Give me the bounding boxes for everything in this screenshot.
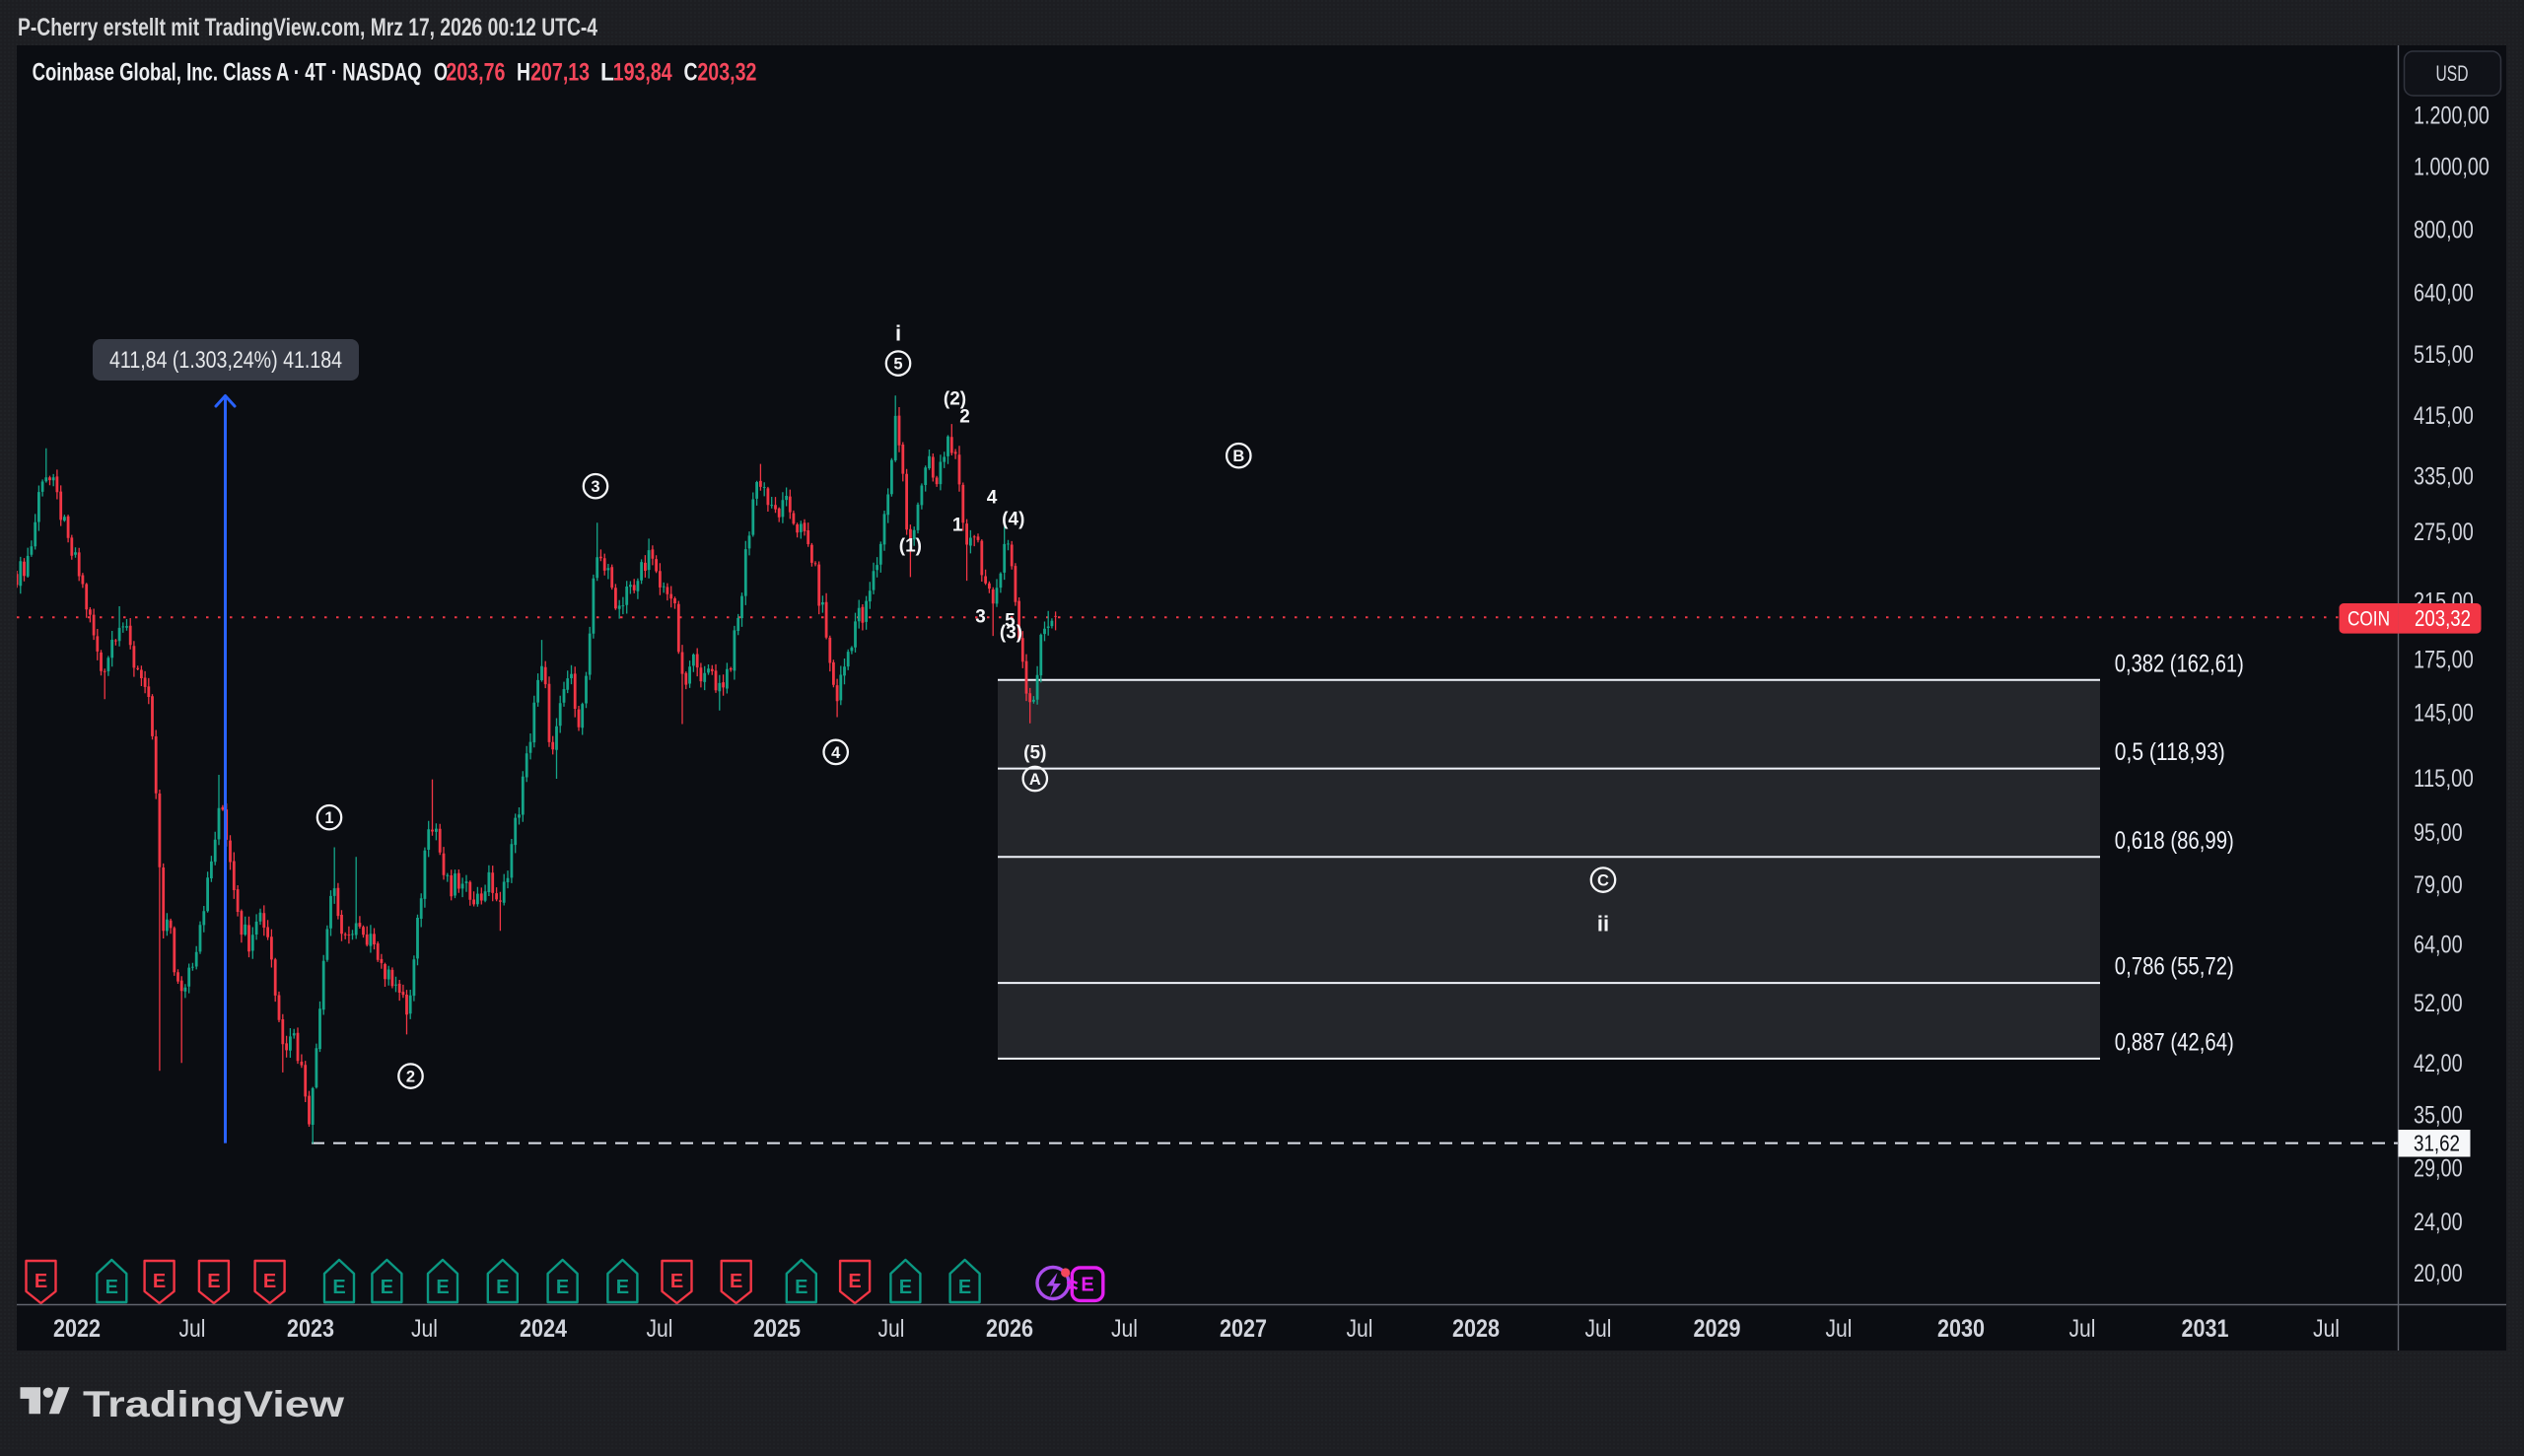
svg-text:24,00: 24,00: [2414, 1209, 2463, 1236]
svg-text:203,32: 203,32: [2415, 605, 2471, 631]
svg-text:E: E: [153, 1271, 166, 1292]
svg-text:(4): (4): [1002, 510, 1024, 530]
svg-text:415,00: 415,00: [2414, 402, 2474, 430]
svg-text:275,00: 275,00: [2414, 519, 2474, 546]
svg-text:P-Cherry erstellt mit TradingV: P-Cherry erstellt mit TradingView.com, M…: [18, 14, 597, 41]
svg-text:ii: ii: [1597, 912, 1609, 936]
svg-text:A: A: [1029, 771, 1041, 789]
svg-text:2028: 2028: [1452, 1315, 1500, 1343]
svg-text:2027: 2027: [1220, 1315, 1267, 1343]
svg-text:Coinbase Global, Inc. Class A: Coinbase Global, Inc. Class A · 4T · NAS…: [33, 59, 422, 87]
svg-text:Jul: Jul: [878, 1315, 905, 1343]
svg-text:COIN: COIN: [2348, 608, 2390, 631]
svg-text:2: 2: [406, 1069, 415, 1086]
svg-text:E: E: [263, 1271, 276, 1292]
svg-text:193,84: 193,84: [613, 59, 672, 87]
svg-text:Jul: Jul: [2313, 1315, 2340, 1343]
svg-text:79,00: 79,00: [2414, 871, 2463, 899]
svg-text:Jul: Jul: [647, 1315, 673, 1343]
svg-text:E: E: [616, 1277, 629, 1298]
svg-text:145,00: 145,00: [2414, 700, 2474, 728]
svg-text:(1): (1): [899, 536, 922, 557]
svg-text:E: E: [1081, 1275, 1093, 1296]
svg-text:64,00: 64,00: [2414, 931, 2463, 958]
svg-text:E: E: [848, 1271, 861, 1292]
svg-text:2031: 2031: [2182, 1315, 2229, 1343]
svg-text:Jul: Jul: [1347, 1315, 1373, 1343]
svg-text:H: H: [517, 59, 530, 87]
svg-text:52,00: 52,00: [2414, 990, 2463, 1017]
svg-text:O: O: [434, 59, 448, 87]
svg-text:E: E: [670, 1271, 683, 1292]
svg-text:2025: 2025: [753, 1315, 801, 1343]
svg-text:2030: 2030: [1937, 1315, 1985, 1343]
svg-text:0,887 (42,64): 0,887 (42,64): [2115, 1028, 2234, 1056]
svg-text:115,00: 115,00: [2414, 765, 2474, 793]
svg-text:TradingView: TradingView: [83, 1384, 344, 1424]
svg-text:E: E: [207, 1271, 220, 1292]
svg-text:2026: 2026: [986, 1315, 1033, 1343]
svg-text:2024: 2024: [520, 1315, 567, 1343]
svg-text:175,00: 175,00: [2414, 647, 2474, 674]
svg-text:E: E: [381, 1277, 393, 1298]
svg-text:1.000,00: 1.000,00: [2414, 154, 2489, 181]
svg-text:31,62: 31,62: [2414, 1131, 2460, 1156]
svg-text:Jul: Jul: [1826, 1315, 1853, 1343]
svg-text:640,00: 640,00: [2414, 280, 2474, 308]
svg-text:515,00: 515,00: [2414, 341, 2474, 369]
svg-text:Jul: Jul: [2069, 1315, 2096, 1343]
svg-text:0,786 (55,72): 0,786 (55,72): [2115, 953, 2234, 981]
svg-text:(3): (3): [1000, 623, 1022, 644]
svg-text:5: 5: [893, 356, 902, 374]
svg-text:(5): (5): [1023, 743, 1046, 764]
svg-text:3: 3: [591, 478, 599, 496]
svg-text:E: E: [958, 1277, 971, 1298]
svg-text:USD: USD: [2436, 61, 2469, 86]
svg-text:335,00: 335,00: [2414, 462, 2474, 490]
svg-text:1: 1: [952, 516, 963, 536]
svg-text:3: 3: [975, 607, 986, 628]
svg-text:0,5 (118,93): 0,5 (118,93): [2115, 738, 2225, 766]
svg-text:203,32: 203,32: [697, 59, 756, 87]
svg-text:Jul: Jul: [179, 1315, 206, 1343]
svg-text:2023: 2023: [287, 1315, 334, 1343]
svg-text:4: 4: [831, 744, 841, 762]
svg-text:C: C: [684, 59, 698, 87]
svg-text:Jul: Jul: [411, 1315, 438, 1343]
svg-text:1: 1: [324, 809, 333, 827]
svg-text:800,00: 800,00: [2414, 217, 2474, 244]
svg-text:35,00: 35,00: [2414, 1102, 2463, 1130]
svg-text:E: E: [899, 1277, 912, 1298]
svg-text:0,382 (162,61): 0,382 (162,61): [2115, 650, 2244, 677]
svg-text:411,84 (1.303,24%) 41.184: 411,84 (1.303,24%) 41.184: [109, 347, 342, 374]
svg-text:95,00: 95,00: [2414, 819, 2463, 847]
svg-text:i: i: [895, 321, 901, 346]
svg-text:E: E: [795, 1277, 807, 1298]
svg-text:20,00: 20,00: [2414, 1260, 2463, 1287]
svg-text:2022: 2022: [53, 1315, 101, 1343]
svg-text:2: 2: [959, 407, 970, 428]
svg-text:B: B: [1232, 448, 1244, 465]
svg-text:E: E: [105, 1277, 118, 1298]
svg-text:E: E: [332, 1277, 345, 1298]
svg-text:42,00: 42,00: [2414, 1050, 2463, 1077]
svg-text:2029: 2029: [1694, 1315, 1741, 1343]
svg-text:E: E: [436, 1277, 449, 1298]
svg-text:0,618 (86,99): 0,618 (86,99): [2115, 827, 2234, 855]
svg-text:Jul: Jul: [1585, 1315, 1612, 1343]
svg-text:Jul: Jul: [1111, 1315, 1138, 1343]
svg-text:5: 5: [1005, 611, 1016, 632]
svg-text:(2): (2): [944, 389, 966, 410]
svg-text:E: E: [496, 1277, 509, 1298]
svg-text:E: E: [730, 1271, 742, 1292]
svg-text:L: L: [600, 59, 614, 87]
svg-text:E: E: [556, 1277, 569, 1298]
svg-text:207,13: 207,13: [530, 59, 590, 87]
svg-text:203,76: 203,76: [446, 59, 505, 87]
svg-text:C: C: [1597, 872, 1609, 890]
svg-text:29,00: 29,00: [2414, 1155, 2463, 1183]
svg-text:E: E: [35, 1271, 47, 1292]
svg-text:1.200,00: 1.200,00: [2414, 102, 2489, 129]
svg-text:4: 4: [987, 488, 998, 509]
